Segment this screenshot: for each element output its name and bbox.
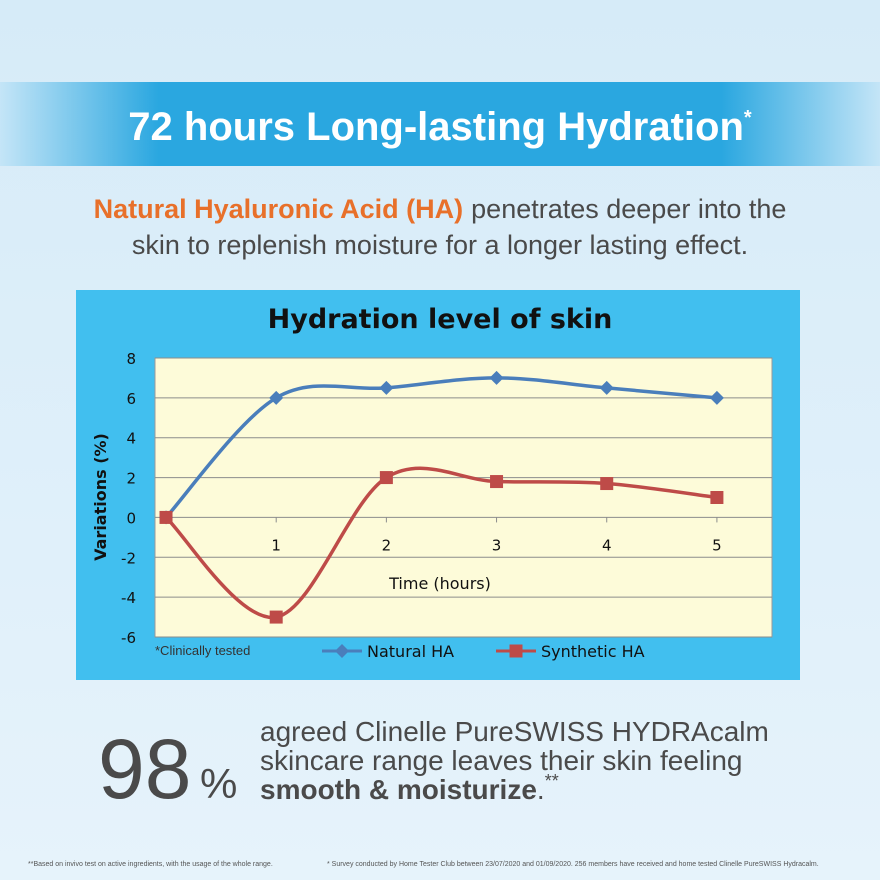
x-tick-label: 3 (492, 536, 502, 554)
y-tick-label: 2 (126, 470, 136, 488)
stat-period: . (537, 774, 545, 805)
legend-marker (335, 644, 349, 658)
data-point (710, 491, 724, 504)
data-point (709, 390, 724, 405)
stat-line: smooth & moisturize.** (260, 771, 559, 805)
subtitle-highlight: Natural Hyaluronic Acid (HA) (94, 194, 464, 224)
stat-line: agreed Clinelle PureSWISS HYDRAcalm (260, 716, 769, 747)
stat-line: skincare range leaves their skin feeling (260, 745, 742, 776)
banner-title: 72 hours Long-lasting Hydration* (128, 105, 752, 149)
chart-title: Hydration level of skin (268, 304, 613, 335)
stat-mark: ** (545, 771, 559, 791)
chart-note: *Clinically tested (155, 643, 250, 658)
data-point (489, 370, 504, 385)
banner-mark: * (744, 107, 752, 129)
stat-number: 98 (98, 722, 191, 816)
footnote: * Survey conducted by Home Tester Club b… (327, 861, 819, 868)
y-tick-label: 8 (126, 350, 136, 368)
y-tick-label: -2 (121, 549, 136, 567)
y-tick-label: 0 (126, 509, 136, 527)
banner (0, 82, 880, 166)
subtitle-text: penetrates deeper into the (471, 194, 786, 224)
subtitle-line: Natural Hyaluronic Acid (HA) penetrates d… (94, 194, 787, 224)
y-tick-label: -6 (121, 629, 136, 647)
data-point (269, 390, 284, 405)
y-axis-label: Variations (%) (91, 433, 110, 561)
legend-label: Synthetic HA (541, 642, 645, 661)
data-point (269, 610, 283, 624)
stat-unit: % (200, 760, 237, 807)
x-axis-label: Time (hours) (388, 574, 491, 593)
data-point (379, 380, 394, 395)
stat-bold: smooth & moisturize (260, 774, 537, 805)
legend-label: Natural HA (367, 642, 454, 661)
data-point (490, 475, 504, 489)
series-line (164, 376, 718, 519)
banner-title-text: 72 hours Long-lasting Hydration (128, 105, 744, 149)
plot-area (154, 357, 773, 638)
x-tick-label: 4 (602, 536, 612, 554)
footnote: **Based on invivo test on active ingredi… (28, 861, 273, 868)
y-tick-label: 6 (126, 390, 136, 408)
legend-marker (509, 644, 523, 658)
data-point (159, 510, 173, 524)
x-tick-label: 1 (271, 536, 281, 554)
subtitle-line: skin to replenish moisture for a longer … (132, 230, 748, 260)
data-point (599, 380, 614, 395)
chart: Hydration level of skin Variations (%) T… (91, 304, 772, 661)
y-tick-label: -4 (121, 589, 136, 607)
x-tick-label: 2 (382, 536, 392, 554)
data-point (600, 477, 614, 491)
x-tick-label: 5 (712, 536, 722, 554)
data-point (379, 471, 393, 485)
y-tick-label: 4 (126, 430, 136, 448)
